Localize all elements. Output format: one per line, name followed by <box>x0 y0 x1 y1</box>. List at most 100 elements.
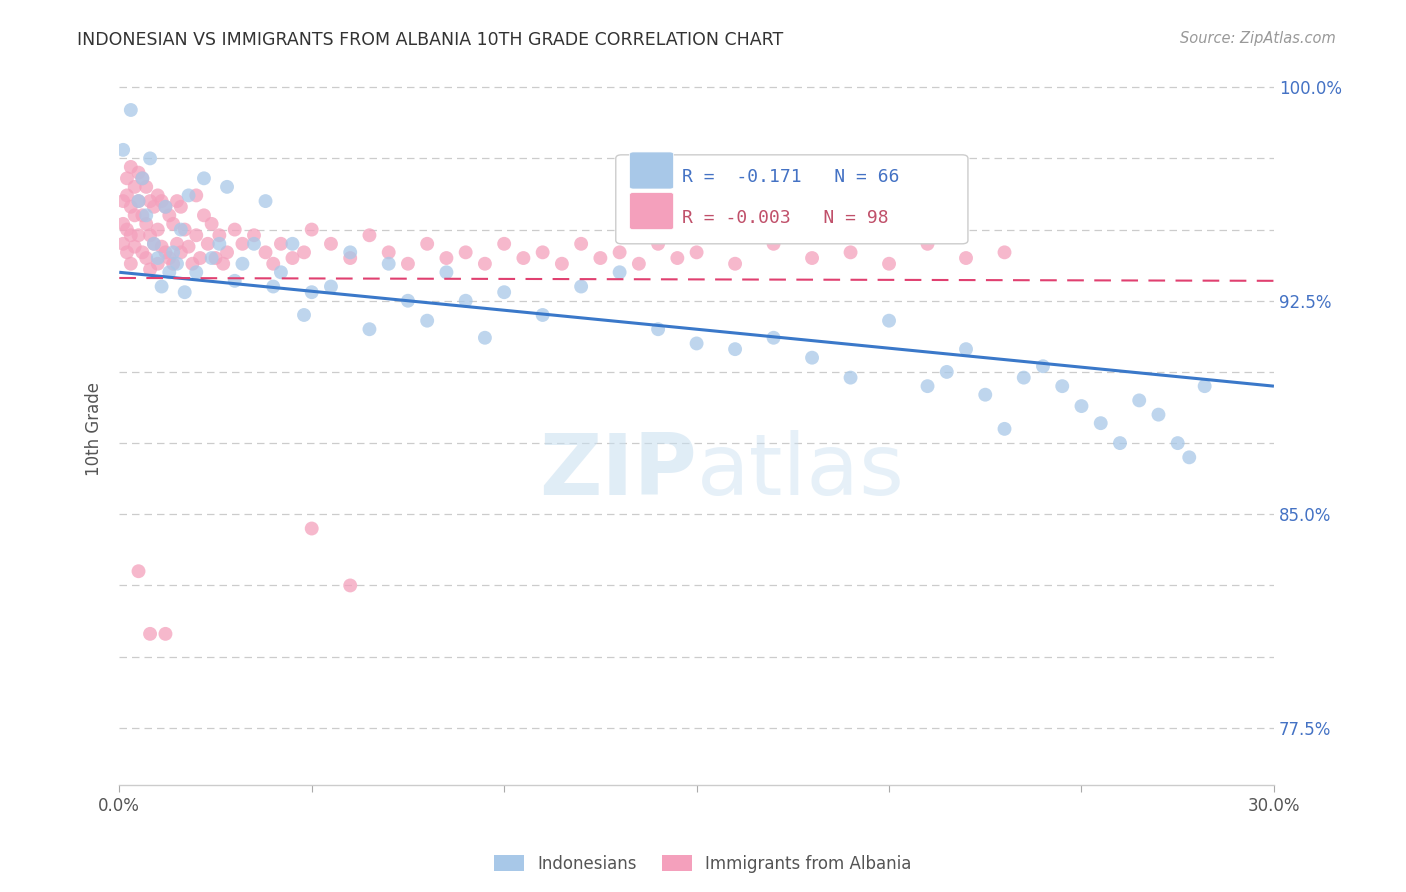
Text: R = -0.003   N = 98: R = -0.003 N = 98 <box>682 209 889 227</box>
Point <box>319 279 342 293</box>
Point <box>120 200 142 214</box>
Point <box>208 228 231 243</box>
Point <box>877 314 900 328</box>
Point <box>359 322 381 336</box>
Point <box>281 251 304 265</box>
Point <box>436 265 458 279</box>
Text: INDONESIAN VS IMMIGRANTS FROM ALBANIA 10TH GRADE CORRELATION CHART: INDONESIAN VS IMMIGRANTS FROM ALBANIA 10… <box>77 31 783 49</box>
Point <box>231 257 253 271</box>
Point <box>186 265 208 279</box>
Point <box>319 236 342 251</box>
Point <box>112 143 135 157</box>
Point <box>609 265 631 279</box>
Point <box>436 251 458 265</box>
Point <box>131 171 153 186</box>
Text: Source: ZipAtlas.com: Source: ZipAtlas.com <box>1180 31 1336 46</box>
Point <box>801 351 824 365</box>
Point <box>551 257 574 271</box>
Point <box>1147 408 1170 422</box>
Point <box>131 171 153 186</box>
Point <box>292 308 315 322</box>
Point <box>215 179 238 194</box>
Point <box>396 257 419 271</box>
Point <box>120 257 142 271</box>
Text: R =  -0.171   N = 66: R = -0.171 N = 66 <box>682 168 898 186</box>
Point <box>243 228 266 243</box>
Point <box>170 200 193 214</box>
Point <box>531 245 554 260</box>
Point <box>454 245 477 260</box>
Text: atlas: atlas <box>696 430 904 513</box>
Point <box>139 627 162 641</box>
Point <box>139 228 162 243</box>
Point <box>1178 450 1201 465</box>
Point <box>142 236 165 251</box>
Point <box>224 222 246 236</box>
Point <box>139 262 162 277</box>
Point <box>173 222 195 236</box>
Point <box>150 279 173 293</box>
Point <box>724 257 747 271</box>
Point <box>647 236 669 251</box>
Point <box>1012 370 1035 384</box>
Point <box>112 217 135 231</box>
Point <box>917 236 939 251</box>
Point <box>120 103 142 117</box>
Point <box>1070 399 1092 413</box>
Point <box>339 245 361 260</box>
Point <box>339 578 361 592</box>
Point <box>188 251 211 265</box>
Point <box>474 331 496 345</box>
Point <box>146 251 169 265</box>
Point <box>193 171 215 186</box>
Point <box>142 236 165 251</box>
Legend: Indonesians, Immigrants from Albania: Indonesians, Immigrants from Albania <box>488 848 918 880</box>
Point <box>993 245 1015 260</box>
Point <box>135 251 157 265</box>
Point <box>162 245 184 260</box>
Point <box>1052 379 1074 393</box>
Point <box>120 228 142 243</box>
Point <box>359 228 381 243</box>
Point <box>1032 359 1054 374</box>
Point <box>839 370 862 384</box>
Point <box>974 387 997 401</box>
Point <box>262 257 284 271</box>
Point <box>647 322 669 336</box>
Point <box>270 265 292 279</box>
Point <box>917 379 939 393</box>
Point <box>150 240 173 254</box>
Text: ZIP: ZIP <box>538 430 696 513</box>
Point <box>173 285 195 300</box>
Point <box>155 245 177 260</box>
Point <box>120 160 142 174</box>
Point <box>609 245 631 260</box>
Point <box>270 236 292 251</box>
Point <box>157 208 180 222</box>
Point <box>262 279 284 293</box>
Point <box>208 236 231 251</box>
Point <box>762 236 785 251</box>
Point <box>128 166 150 180</box>
Point <box>494 285 516 300</box>
Point <box>186 228 208 243</box>
Point <box>155 627 177 641</box>
Point <box>197 236 219 251</box>
Point <box>170 245 193 260</box>
Point <box>1167 436 1189 450</box>
Point <box>839 245 862 260</box>
Point <box>1194 379 1216 393</box>
Point <box>128 194 150 208</box>
Point <box>146 257 169 271</box>
Point <box>292 245 315 260</box>
Point <box>301 522 323 536</box>
Point <box>157 251 180 265</box>
Point <box>454 293 477 308</box>
Point <box>135 217 157 231</box>
Point <box>146 188 169 202</box>
Point <box>301 222 323 236</box>
Point <box>569 279 592 293</box>
Point <box>724 342 747 356</box>
FancyBboxPatch shape <box>630 193 673 229</box>
Point <box>115 188 138 202</box>
